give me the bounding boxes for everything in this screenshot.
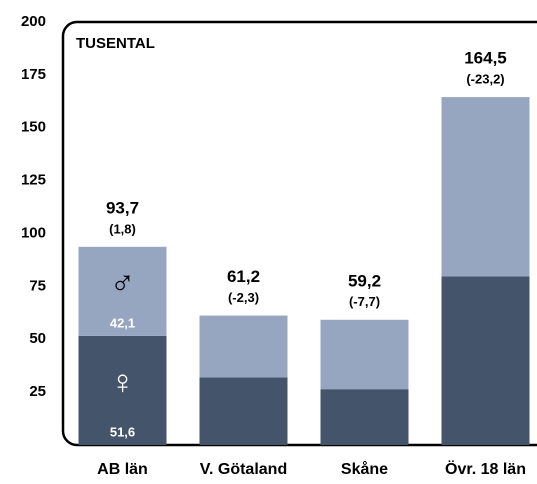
y-tick-label: 150 bbox=[21, 119, 46, 136]
change-label: (-23,2) bbox=[466, 72, 504, 87]
x-tick-label: AB län bbox=[97, 461, 148, 478]
total-label: 93,7 bbox=[106, 198, 139, 217]
y-tick-label: 25 bbox=[29, 383, 46, 400]
bar-segment bbox=[78, 335, 167, 445]
change-label: (-7,7) bbox=[349, 294, 380, 309]
x-tick-label: Övr. 18 län bbox=[445, 459, 526, 478]
y-tick-label: 200 bbox=[21, 13, 46, 30]
y-tick-label: 125 bbox=[21, 172, 46, 189]
annotation: TUSENTAL bbox=[76, 35, 155, 52]
bar-segment bbox=[78, 246, 167, 336]
bar-segment bbox=[320, 319, 409, 390]
change-label: (-2,3) bbox=[228, 290, 259, 305]
x-tick-label: Skåne bbox=[341, 460, 388, 478]
y-tick-label: 50 bbox=[29, 330, 46, 347]
bar-segment bbox=[320, 389, 409, 445]
y-tick-label: 175 bbox=[21, 66, 46, 83]
change-label: (1,8) bbox=[109, 221, 136, 236]
bar-segment bbox=[199, 377, 288, 445]
total-label: 164,5 bbox=[464, 49, 507, 68]
total-label: 61,2 bbox=[227, 267, 260, 286]
bar-segment bbox=[199, 315, 288, 378]
y-tick-label: 100 bbox=[21, 224, 46, 241]
legend-symbol: ♀ bbox=[110, 363, 136, 401]
segment-label: 51,6 bbox=[110, 424, 135, 439]
total-label: 59,2 bbox=[348, 271, 381, 290]
bar-segment bbox=[441, 276, 530, 445]
segment-label: 42,1 bbox=[110, 315, 135, 330]
bar-segment bbox=[441, 97, 530, 277]
x-tick-label: V. Götaland bbox=[200, 461, 287, 478]
y-tick-label: 75 bbox=[29, 277, 46, 294]
legend-symbol: ♂ bbox=[110, 264, 136, 302]
